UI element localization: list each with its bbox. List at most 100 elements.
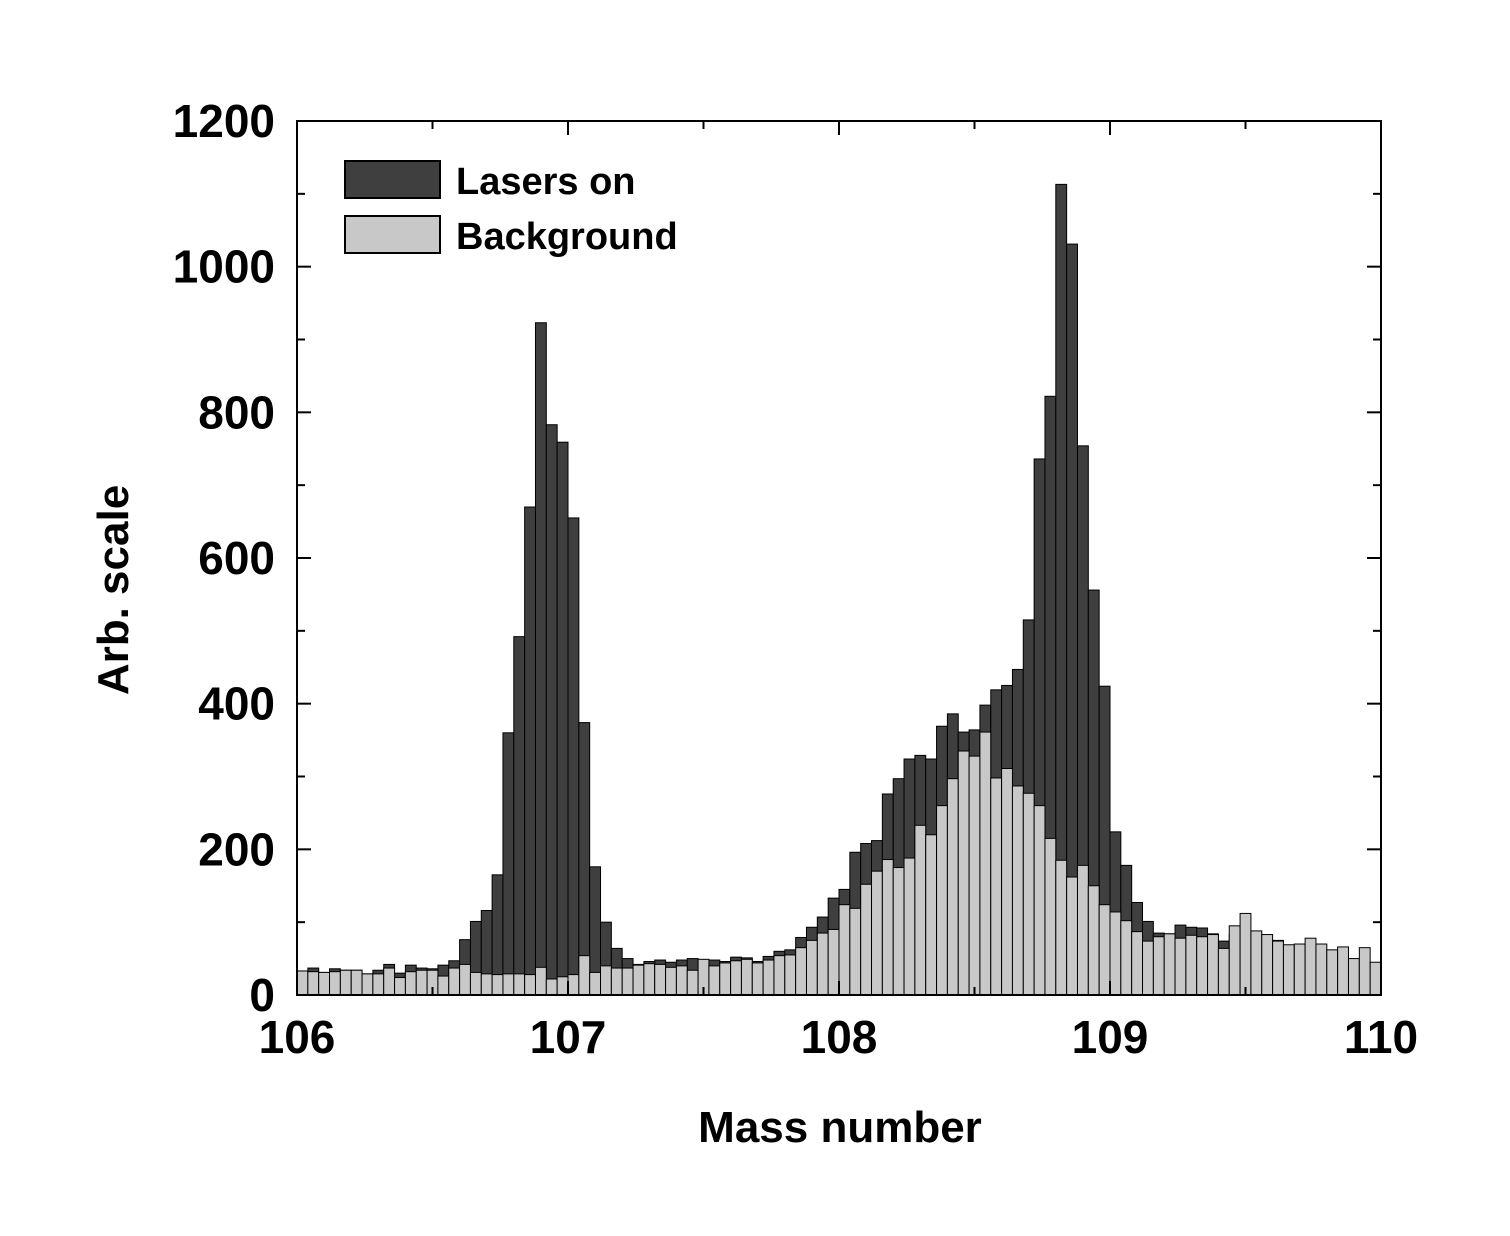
bar-background — [654, 963, 667, 996]
bar-background — [1228, 925, 1241, 996]
bar-background — [957, 750, 970, 996]
bar-background — [339, 969, 352, 996]
legend-swatch-background — [344, 215, 441, 254]
x-tick-label: 106 — [259, 1011, 336, 1063]
bar-background — [621, 967, 634, 996]
bar-background — [1109, 911, 1122, 996]
x-tick-label: 109 — [1072, 1011, 1149, 1063]
bar-background — [1076, 864, 1089, 996]
bar-background — [838, 904, 851, 996]
y-axis-title: Arb. scale — [89, 485, 138, 695]
bar-lasers-on — [556, 441, 569, 996]
bar-background — [871, 870, 883, 996]
bar-background — [665, 966, 677, 996]
bar-background — [903, 857, 916, 996]
bar-background — [524, 974, 536, 996]
bar-background — [1163, 933, 1176, 996]
bar-background — [751, 962, 764, 996]
bar-background — [1250, 930, 1263, 996]
bar-background — [1131, 931, 1144, 996]
axis-ticks — [296, 120, 1382, 996]
bar-lasers-on — [502, 732, 515, 996]
legend-label-lasers-on: Lasers on — [456, 161, 636, 203]
bar-background — [1326, 949, 1339, 996]
bar-background — [1337, 946, 1349, 996]
bar-lasers-on — [545, 424, 558, 996]
bar-background — [773, 955, 786, 996]
bar-background — [1207, 934, 1219, 996]
bar-background — [860, 883, 873, 996]
bar-background — [502, 973, 515, 996]
y-tick-label: 1200 — [173, 95, 275, 147]
bar-background — [784, 954, 797, 996]
bar-background — [415, 969, 428, 996]
bar-background — [1142, 940, 1154, 996]
x-tick-label: 108 — [801, 1011, 878, 1063]
series-lasers-on-bars — [296, 183, 1339, 996]
bar-background — [534, 966, 547, 996]
bar-background — [1044, 837, 1057, 996]
bar-background — [437, 975, 450, 996]
legend-swatch-lasers-on — [344, 160, 441, 199]
y-tick-label: 400 — [198, 678, 275, 730]
bar-background — [513, 973, 526, 996]
bar-background — [632, 964, 645, 996]
legend: Lasers on Background — [344, 160, 678, 258]
bar-background — [805, 939, 818, 996]
x-axis-title: Mass number — [698, 1103, 982, 1152]
bar-background — [1087, 885, 1100, 996]
bar-lasers-on — [513, 636, 526, 996]
bar-lasers-on — [567, 517, 580, 996]
bar-background — [827, 928, 840, 996]
bar-background — [383, 967, 396, 996]
legend-label-background: Background — [456, 216, 678, 258]
bar-background — [1174, 937, 1187, 996]
bar-background — [719, 962, 732, 996]
bar-background — [350, 969, 363, 996]
bar-background — [925, 834, 938, 996]
bar-background — [1239, 912, 1252, 996]
bar-lasers-on — [578, 722, 591, 996]
bar-background — [394, 977, 406, 996]
y-tick-label: 1000 — [173, 241, 275, 293]
bar-background — [361, 973, 374, 996]
bar-background — [675, 965, 688, 996]
bar-background — [480, 973, 493, 996]
bar-background — [740, 958, 753, 996]
bar-background — [968, 755, 981, 996]
y-tick-label: 800 — [198, 386, 275, 438]
bar-lasers-on — [524, 506, 536, 996]
bar-background — [643, 963, 656, 996]
bar-background — [1033, 805, 1046, 996]
bar-background — [318, 971, 331, 996]
bar-background — [1001, 767, 1013, 996]
bar-background — [372, 973, 385, 996]
bar-background — [600, 965, 612, 996]
bar-background — [795, 947, 807, 996]
bar-background — [946, 778, 959, 996]
bar-background — [1098, 904, 1111, 996]
bar-background — [979, 731, 992, 996]
bar-background — [1055, 859, 1068, 996]
tick-labels: 106 107 108 109 110 0 200 400 600 800 1000 1200 — [173, 95, 1418, 1063]
y-tick-label: 200 — [198, 823, 275, 875]
bar-background — [545, 978, 558, 996]
bar-background — [1066, 876, 1078, 996]
bar-background — [1293, 943, 1306, 996]
bar-background — [892, 867, 905, 996]
bar-background — [1358, 947, 1371, 996]
bar-background — [936, 805, 948, 996]
bar-background — [686, 969, 699, 996]
bar-background — [1217, 947, 1230, 996]
bar-background — [589, 971, 602, 996]
bar-background — [1304, 937, 1317, 996]
bar-background — [1152, 936, 1165, 996]
bar-background — [1196, 936, 1209, 996]
bar-background — [881, 859, 894, 996]
bar-background — [1120, 920, 1133, 996]
bar-background — [990, 777, 1003, 996]
y-tick-label: 600 — [198, 532, 275, 584]
bar-background — [459, 963, 471, 996]
bar-background — [329, 971, 341, 996]
